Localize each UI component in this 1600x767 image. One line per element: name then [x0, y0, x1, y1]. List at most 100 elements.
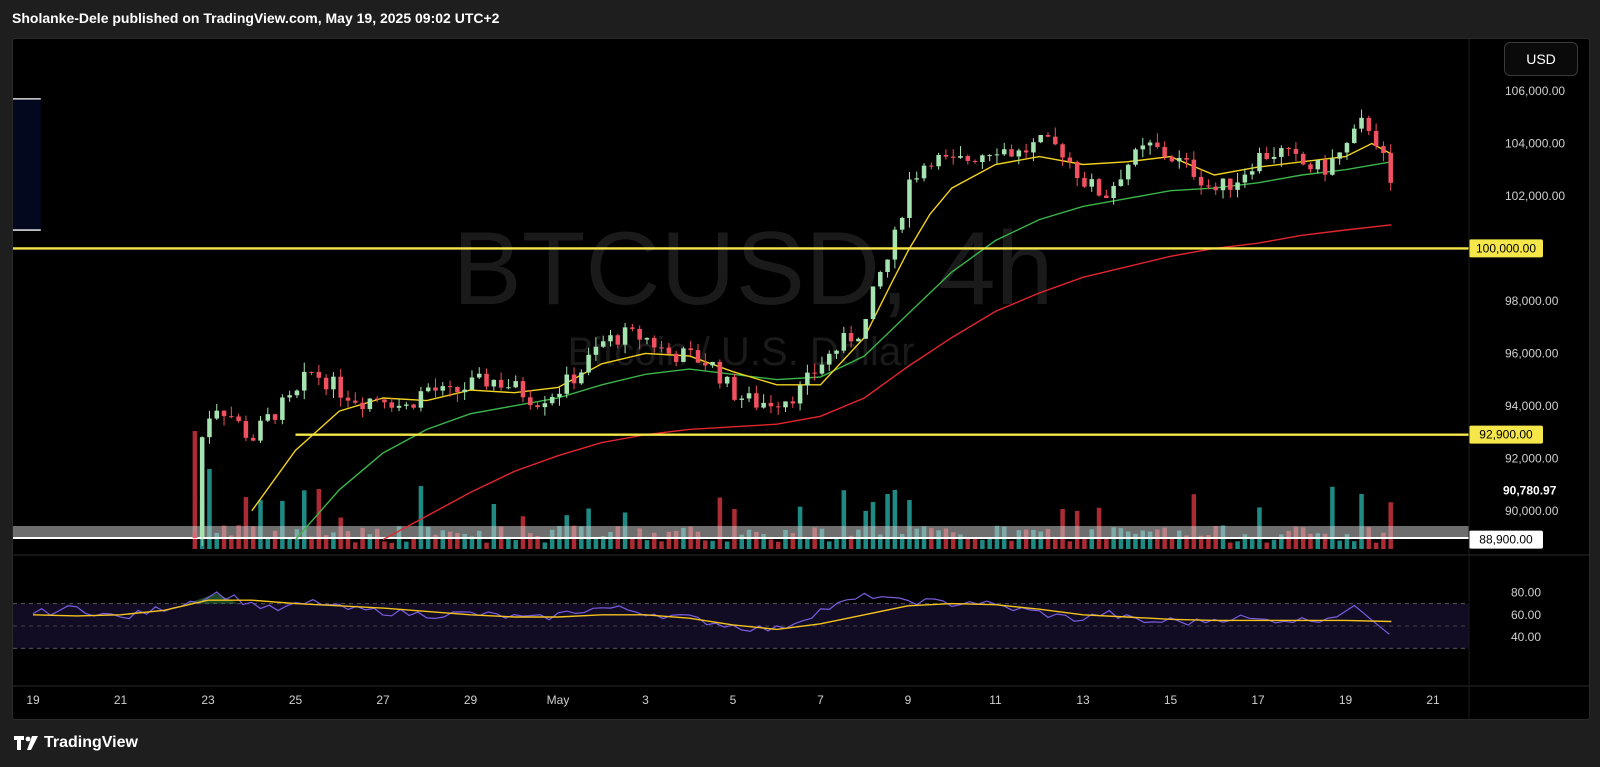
candle-body [309, 371, 314, 373]
volume-bar [476, 530, 482, 549]
volume-bar [1337, 540, 1342, 549]
candle-body [943, 154, 949, 157]
price-label-text: 88,900.00 [1479, 533, 1533, 547]
volume-bar [192, 431, 198, 549]
candle-body [965, 156, 971, 161]
time-tick-label: 25 [289, 693, 303, 707]
candle-body [1337, 152, 1342, 159]
volume-bar [710, 540, 715, 549]
candle-body [710, 361, 715, 366]
candle-body [812, 372, 817, 374]
candle-body [484, 373, 489, 387]
price-chart[interactable]: BTCUSD, 4h Bitcoin / U.S. Dollar 106,000… [13, 39, 1589, 719]
candle-body [214, 410, 220, 419]
candle-body [1315, 159, 1321, 170]
candle-body [1257, 152, 1262, 172]
volume-bar [272, 530, 278, 549]
candle-body [1242, 174, 1248, 183]
chart-frame[interactable]: BTCUSD, 4h Bitcoin / U.S. Dollar 106,000… [12, 38, 1590, 720]
candle-body [805, 372, 810, 386]
candle-body [1359, 117, 1364, 129]
candle-body [644, 337, 650, 340]
volume-bar [1228, 542, 1233, 549]
candle-body [564, 374, 570, 394]
candle-body [907, 179, 912, 218]
volume-bar [1351, 541, 1357, 549]
candle-body [462, 389, 467, 393]
candle-body [936, 154, 941, 167]
volume-bar [775, 541, 781, 549]
candle-body [1060, 144, 1065, 158]
candle-body [542, 403, 548, 408]
candle-body [1118, 179, 1124, 186]
candle-body [491, 379, 497, 387]
volume-bar [323, 535, 329, 549]
candle-body [732, 376, 737, 400]
time-tick-label: 13 [1076, 693, 1090, 707]
volume-bar [1053, 539, 1058, 549]
price-tick-label: 94,000.00 [1505, 399, 1559, 413]
volume-bar [316, 489, 322, 549]
volume-bar [418, 486, 424, 549]
watermark-layer: BTCUSD, 4h Bitcoin / U.S. Dollar [452, 211, 1053, 374]
candle-body [506, 387, 511, 389]
volume-bar [367, 534, 373, 549]
time-tick-label: 9 [905, 693, 912, 707]
volume-bar [433, 534, 438, 549]
candle-body [294, 390, 300, 396]
candle-body [739, 398, 745, 400]
volume-bar [1082, 537, 1087, 549]
volume-bar [936, 530, 941, 549]
volume-bar [644, 540, 650, 549]
candle-body [1388, 153, 1393, 183]
candle-body [775, 406, 781, 408]
volume-bar [768, 539, 774, 549]
volume-bar [1155, 529, 1160, 549]
price-tick-label: 98,000.00 [1505, 294, 1559, 308]
volume-bar [987, 537, 992, 549]
volume-bar [841, 490, 847, 549]
candle-body [1366, 117, 1372, 131]
candle-body [914, 178, 920, 180]
candle-body [207, 418, 212, 438]
volume-bar [1235, 541, 1240, 549]
price-label-text: 92,900.00 [1479, 428, 1533, 442]
candle-body [1330, 158, 1335, 175]
volume-bar [892, 489, 898, 549]
currency-button[interactable]: USD [1504, 42, 1578, 76]
volume-highlight-band [13, 526, 1469, 538]
volume-bar [965, 538, 971, 549]
candle-body [593, 346, 599, 355]
rsi-tick-label: 60.00 [1511, 608, 1541, 622]
candle-body [958, 156, 963, 158]
candle-body [856, 338, 861, 342]
volume-bar [294, 529, 300, 549]
time-tick-label: 19 [26, 693, 40, 707]
candle-body [1045, 135, 1051, 137]
candle-body [353, 400, 358, 403]
candle-body [790, 401, 796, 404]
candle-body [1198, 176, 1204, 186]
volume-bar [382, 541, 387, 549]
candle-body [1344, 143, 1350, 153]
candle-body [1001, 149, 1007, 155]
volume-bar [1242, 534, 1248, 549]
candles-layer [192, 109, 1393, 546]
volume-bar [1140, 530, 1146, 549]
time-tick-label: 21 [1426, 693, 1440, 707]
candle-body [1082, 178, 1087, 187]
candle-body [950, 156, 956, 158]
candle-body [724, 376, 730, 384]
volume-bar [389, 542, 395, 549]
rsi-overbought-fill [186, 593, 239, 604]
volume-bar [899, 533, 905, 549]
candle-body [885, 259, 890, 273]
candle-body [1169, 156, 1175, 162]
brand-footer[interactable]: TradingView [14, 734, 138, 752]
candle-body [600, 341, 606, 347]
volume-bar [535, 535, 540, 549]
candle-body [520, 381, 526, 398]
candle-body [1300, 153, 1306, 165]
volume-bar [600, 535, 606, 549]
volume-bar [1133, 533, 1138, 549]
